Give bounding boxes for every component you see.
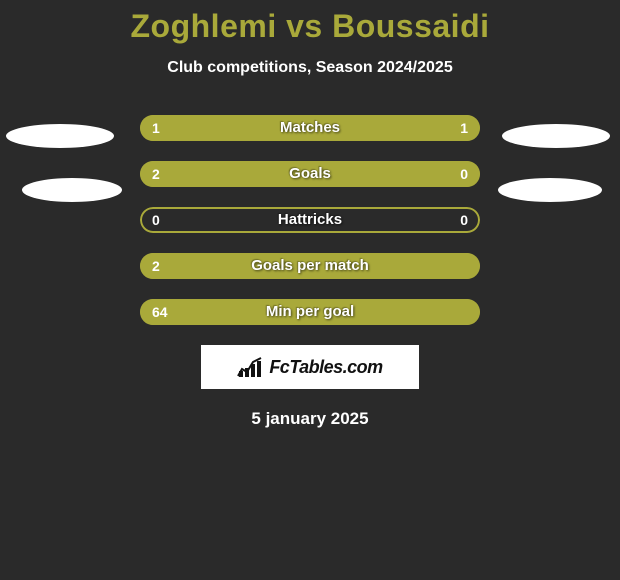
page: Zoghlemi vs Boussaidi Club competitions,… bbox=[0, 0, 620, 580]
stat-label: Hattricks bbox=[140, 207, 480, 233]
stat-row: Hattricks0 0 bbox=[140, 207, 480, 233]
stat-row: Matches1 1 bbox=[140, 115, 480, 141]
stat-row: Goals per match2 bbox=[140, 253, 480, 279]
stat-value-left: 0 bbox=[152, 207, 160, 233]
stat-label: Goals per match bbox=[140, 253, 480, 279]
stat-label: Goals bbox=[140, 161, 480, 187]
stat-value-left: 1 bbox=[152, 115, 160, 141]
page-title: Zoghlemi vs Boussaidi bbox=[0, 0, 620, 45]
stat-label: Min per goal bbox=[140, 299, 480, 325]
stats-panel: Matches11Goals20Hattricks00Goals per mat… bbox=[140, 115, 480, 325]
brand-text: FcTables.com bbox=[269, 357, 382, 378]
stat-value-right: 1 bbox=[460, 115, 468, 141]
decorative-ellipse bbox=[22, 178, 122, 202]
chart-icon bbox=[237, 356, 263, 378]
stat-value-right: 0 bbox=[460, 161, 468, 187]
footer-date: 5 january 2025 bbox=[0, 409, 620, 429]
decorative-ellipse bbox=[502, 124, 610, 148]
page-subtitle: Club competitions, Season 2024/2025 bbox=[0, 59, 620, 77]
stat-value-left: 2 bbox=[152, 253, 160, 279]
stat-value-right: 0 bbox=[460, 207, 468, 233]
brand-badge: FcTables.com bbox=[201, 345, 419, 389]
stat-value-left: 2 bbox=[152, 161, 160, 187]
stat-row: Min per goal64 bbox=[140, 299, 480, 325]
decorative-ellipse bbox=[6, 124, 114, 148]
stat-row: Goals2 0 bbox=[140, 161, 480, 187]
decorative-ellipse bbox=[498, 178, 602, 202]
stat-label: Matches bbox=[140, 115, 480, 141]
stat-value-left: 64 bbox=[152, 299, 168, 325]
